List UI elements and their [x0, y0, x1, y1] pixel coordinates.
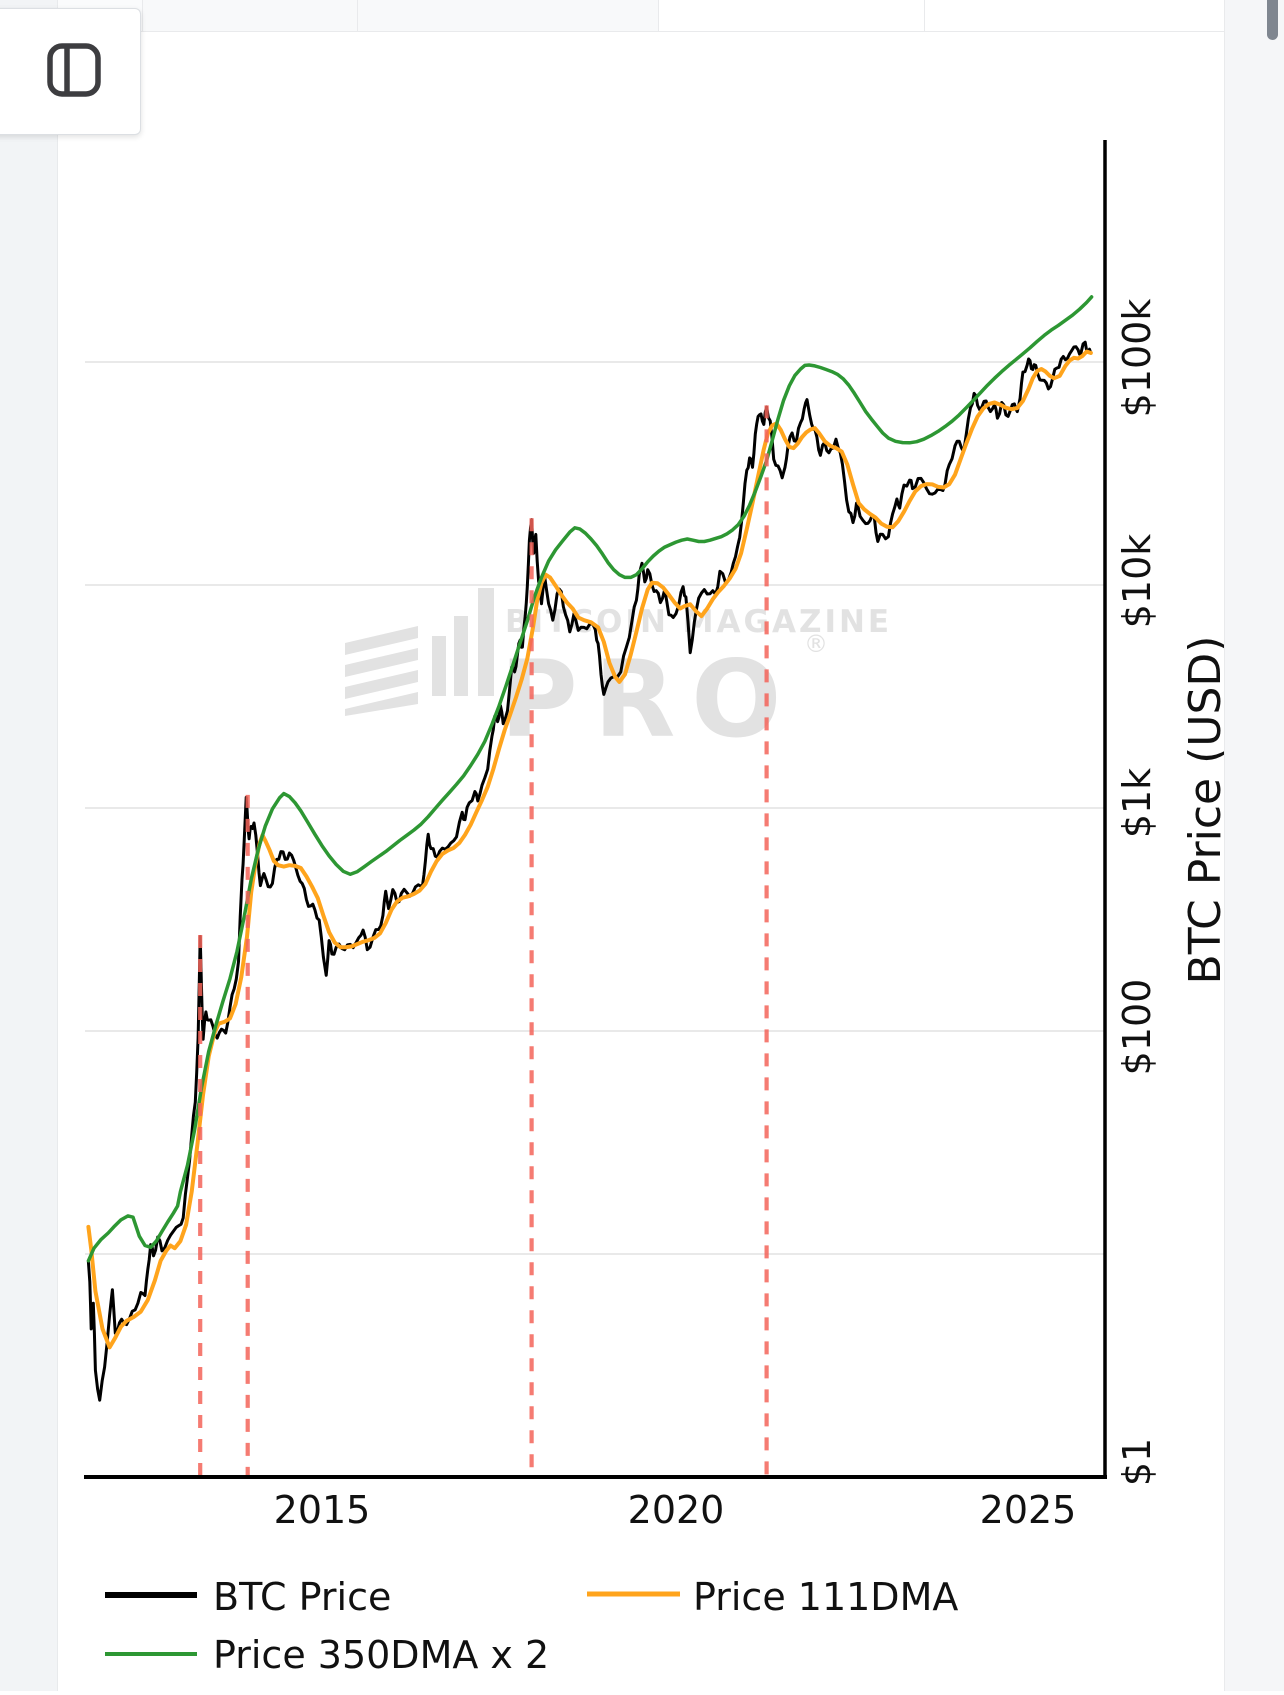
y-axis-title: BTC Price (USD)	[1180, 636, 1224, 985]
watermark-pro-text: PRO	[500, 638, 797, 761]
sidebar-toggle-card	[0, 8, 141, 135]
y-tick-label: $1	[1115, 1438, 1159, 1486]
legend-item-price-350dma-x2: Price 350DMA x 2	[105, 1633, 549, 1677]
series-line-btc-price	[86, 340, 1093, 1402]
y-tick-label: $10k	[1115, 534, 1159, 629]
legend-label: Price 350DMA x 2	[213, 1633, 549, 1677]
header-segment	[659, 0, 925, 31]
page-gutter	[0, 0, 58, 1691]
y-tick-label: $100k	[1115, 299, 1159, 418]
watermark: BITCOIN MAGAZINE ® PRO	[345, 588, 889, 761]
series-line-price-350dma-x-2	[86, 295, 1094, 1263]
header-segment	[143, 0, 358, 31]
x-tick-label: 2025	[980, 1488, 1077, 1532]
header-segment	[358, 0, 659, 31]
x-axis-ticks: 2015 2020 2025	[274, 1488, 1077, 1532]
legend-item-price-111dma: Price 111DMA	[587, 1575, 958, 1619]
pi-cycle-top-signals	[198, 405, 769, 1475]
chart-legend: BTC Price Price 111DMA Price 350DMA x 2	[105, 1575, 958, 1677]
header-segment	[925, 0, 1224, 31]
watermark-bars-icon	[345, 588, 494, 716]
series-line-price-111dma	[86, 349, 1093, 1350]
panel-left-icon	[46, 43, 102, 101]
chart-area: BITCOIN MAGAZINE ® PRO 2015 2020 2025 $1…	[58, 32, 1231, 1691]
header-tab-strip	[58, 0, 1224, 32]
legend-label: Price 111DMA	[693, 1575, 958, 1619]
legend-label: BTC Price	[213, 1575, 391, 1619]
y-tick-label: $1k	[1115, 768, 1159, 838]
scrollbar-track[interactable]	[1224, 0, 1284, 1691]
legend-item-btc-price: BTC Price	[105, 1575, 391, 1619]
y-tick-label: $100	[1115, 979, 1159, 1076]
chart-canvas: BITCOIN MAGAZINE ® PRO 2015 2020 2025 $1…	[84, 140, 1231, 1677]
sidebar-toggle-button[interactable]	[46, 42, 102, 98]
y-axis-ticks: $100k $10k $1k $100 $1	[1115, 299, 1159, 1487]
x-tick-label: 2020	[628, 1488, 725, 1532]
x-tick-label: 2015	[274, 1488, 371, 1532]
scrollbar-thumb[interactable]	[1267, 0, 1278, 40]
watermark-registered-mark: ®	[804, 630, 828, 658]
series-layer	[86, 295, 1094, 1402]
gridlines	[85, 361, 1105, 1255]
